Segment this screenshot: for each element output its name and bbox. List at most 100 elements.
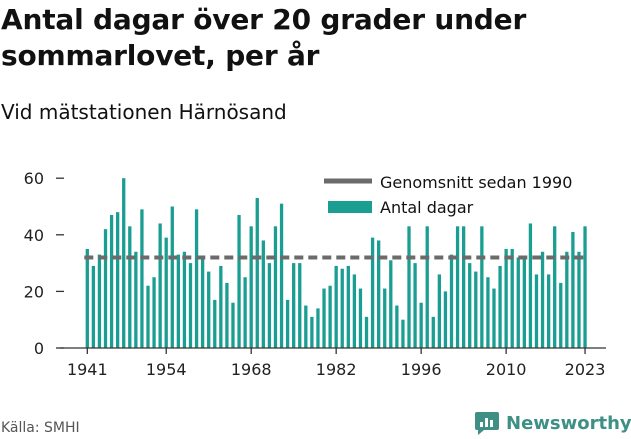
- x-tick-label-2010: 2010: [486, 360, 527, 379]
- bar-1989: [377, 240, 381, 348]
- bar-2013: [522, 257, 526, 348]
- bar-1973: [279, 203, 284, 348]
- x-tick-label-1982: 1982: [316, 360, 357, 379]
- x-tick-label-1954: 1954: [146, 360, 187, 379]
- brand-name: Newsworthy: [506, 412, 631, 434]
- bar-1991: [389, 260, 393, 348]
- bar-1955: [170, 206, 174, 348]
- bar-1956: [176, 254, 180, 348]
- bar-1998: [431, 316, 435, 348]
- bar-2016: [540, 251, 545, 348]
- bar-1977: [304, 305, 308, 348]
- bar-1950: [140, 209, 144, 348]
- bar-1962: [213, 299, 217, 348]
- bar-1981: [328, 285, 332, 348]
- bar-1960: [200, 257, 205, 348]
- bar-1980: [322, 288, 326, 348]
- bar-1979: [316, 308, 320, 348]
- bar-2019: [559, 282, 563, 348]
- bar-2004: [468, 263, 472, 348]
- bar-1961: [207, 271, 211, 348]
- y-tick-label-60: 60: [24, 169, 44, 188]
- bar-1996: [419, 302, 423, 348]
- bar-2001: [449, 254, 454, 348]
- bar-1946: [116, 212, 120, 348]
- bar-1971: [267, 263, 272, 348]
- bar-1992: [395, 305, 399, 348]
- bar-1997: [425, 226, 429, 348]
- bar-2005: [474, 271, 478, 348]
- x-axis: 1941 1954 1968 1982 1996 2010 2023: [60, 347, 606, 379]
- bar-2018: [553, 226, 557, 348]
- legend-bar-swatch: [328, 201, 372, 213]
- bar-1995: [413, 263, 417, 348]
- x-tick-label-1941: 1941: [67, 360, 108, 379]
- chart-subtitle: Vid mätstationen Härnösand: [1, 100, 287, 124]
- bar-2023: [583, 226, 587, 348]
- bar-2006: [480, 226, 484, 348]
- bar-1953: [158, 223, 162, 348]
- bar-2015: [534, 274, 539, 348]
- x-tick-label-1996: 1996: [401, 360, 442, 379]
- bar-1983: [340, 268, 344, 348]
- bar-1968: [249, 226, 253, 348]
- bar-2020: [565, 251, 569, 348]
- bar-1948: [128, 226, 132, 348]
- bar-1984: [346, 265, 350, 348]
- bar-2003: [461, 226, 466, 348]
- legend-bar-label: Antal dagar: [380, 198, 474, 217]
- newsworthy-logo: Newsworthy: [474, 408, 631, 438]
- bar-1993: [401, 319, 405, 348]
- bar-2002: [455, 226, 460, 348]
- bar-1942: [91, 265, 96, 348]
- bar-1976: [298, 263, 302, 348]
- y-tick-label-0: 0: [34, 339, 44, 358]
- bar-2014: [528, 223, 533, 348]
- y-tick-label-40: 40: [24, 226, 44, 245]
- bar-1985: [352, 274, 357, 348]
- bar-1966: [237, 214, 241, 348]
- bar-1964: [225, 282, 229, 348]
- bar-1965: [231, 302, 235, 348]
- y-axis: 0 20 40 60: [24, 169, 64, 358]
- bar-1988: [370, 237, 375, 348]
- bar-2022: [577, 251, 581, 348]
- bar-1944: [103, 229, 108, 348]
- bar-1987: [364, 316, 369, 348]
- bar-1969: [255, 198, 259, 348]
- source-label: Källa: SMHI: [1, 420, 80, 436]
- x-tick-label-2023: 2023: [565, 360, 606, 379]
- chart-title: Antal dagar över 20 grader under sommarl…: [1, 3, 527, 72]
- bar-1958: [188, 263, 193, 348]
- bar-2011: [510, 248, 514, 348]
- bar-2000: [443, 291, 448, 348]
- bar-1963: [219, 265, 223, 348]
- bar-1982: [334, 265, 338, 348]
- bar-2012: [516, 257, 520, 348]
- newsworthy-icon: [475, 412, 499, 435]
- bar-1986: [358, 288, 363, 348]
- bar-1999: [437, 274, 442, 348]
- bar-2021: [571, 231, 575, 348]
- bar-1945: [109, 214, 114, 348]
- bar-1943: [97, 254, 102, 348]
- bars-group: [85, 178, 587, 348]
- bar-1994: [407, 226, 411, 348]
- bar-1978: [310, 316, 314, 348]
- bar-2009: [498, 265, 502, 348]
- bar-1952: [152, 277, 156, 348]
- legend: Genomsnitt sedan 1990 Antal dagar: [322, 168, 590, 222]
- bar-1990: [383, 288, 387, 348]
- y-tick-label-20: 20: [24, 282, 44, 301]
- bar-1949: [134, 251, 138, 348]
- bar-1959: [194, 209, 199, 348]
- bar-1967: [243, 277, 247, 348]
- bar-1947: [122, 178, 126, 348]
- bar-1970: [261, 240, 265, 348]
- bar-1951: [146, 285, 150, 348]
- bar-2008: [492, 288, 496, 348]
- bar-1954: [164, 237, 168, 348]
- bar-2007: [486, 277, 490, 348]
- bar-1974: [285, 299, 290, 348]
